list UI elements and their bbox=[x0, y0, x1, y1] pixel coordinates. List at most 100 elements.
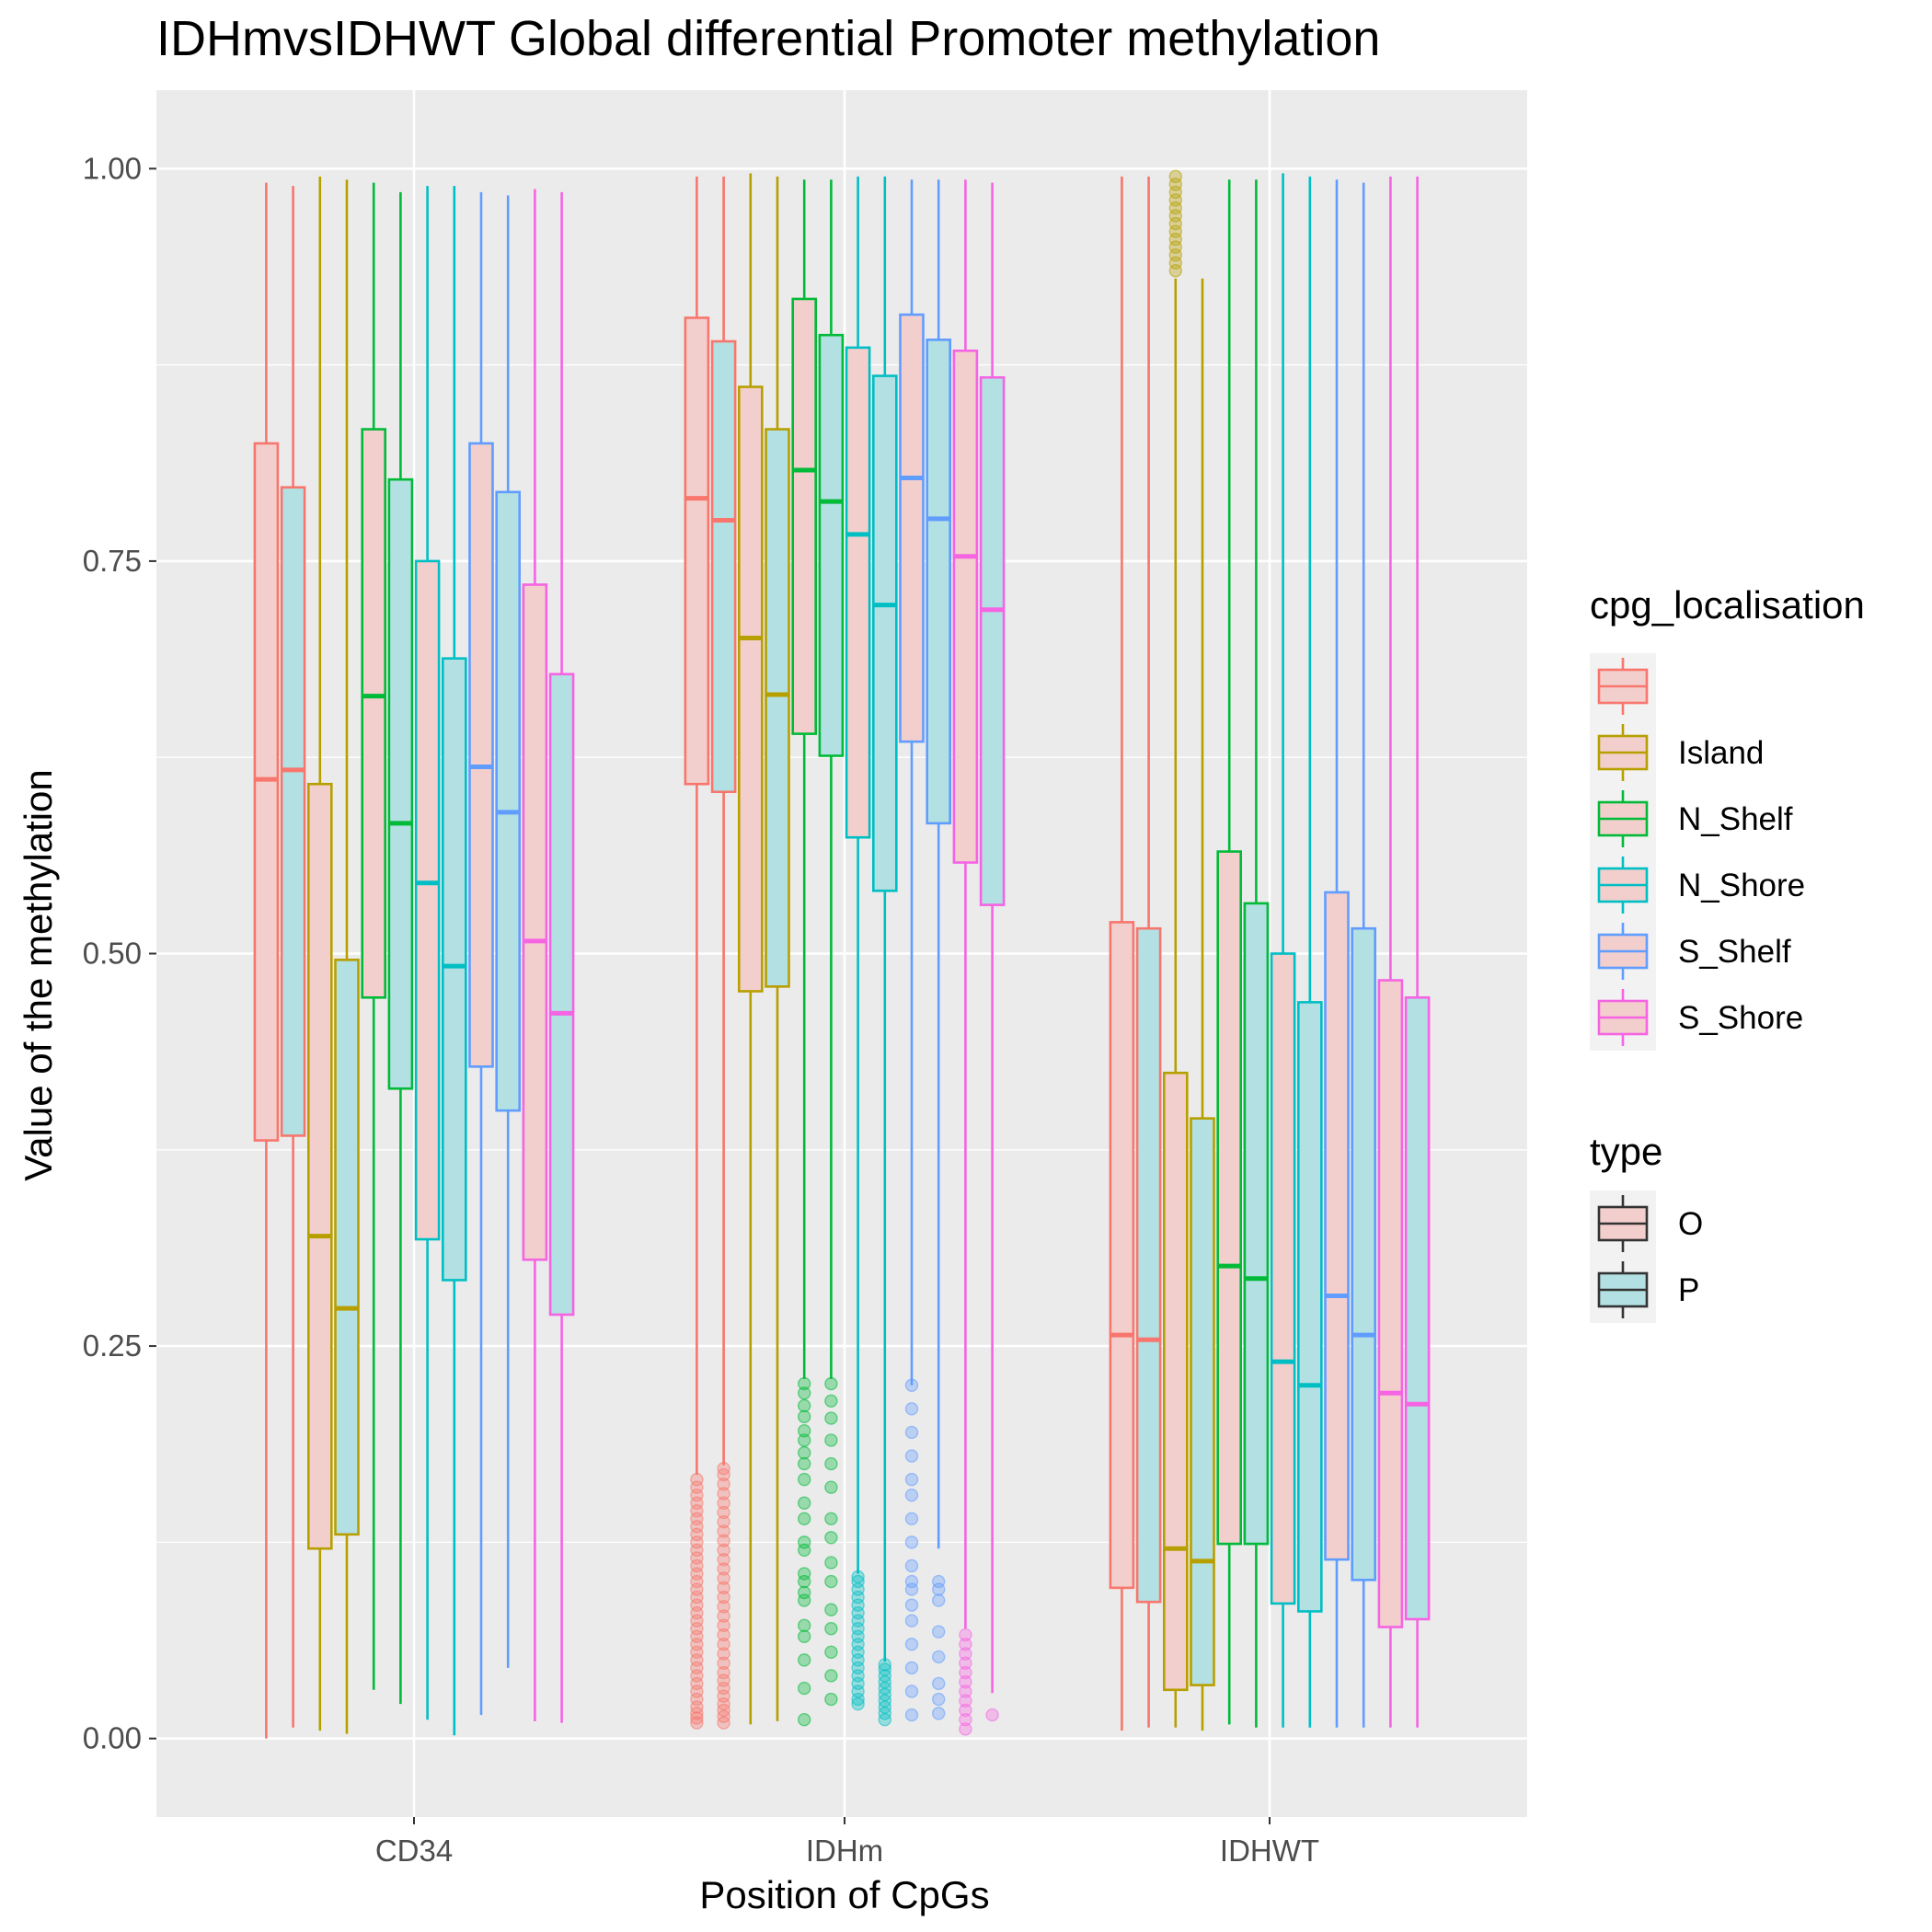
box-body bbox=[926, 339, 952, 825]
y-axis: 0.00 0.25 0.50 0.75 1.00 bbox=[83, 151, 156, 1755]
box-body bbox=[1270, 952, 1296, 1605]
outlier-point bbox=[959, 1685, 972, 1698]
outlier-point bbox=[798, 1472, 811, 1487]
box-IDHm-S_Shelf-O bbox=[899, 179, 925, 1386]
box-CD34-S_Shelf-P bbox=[495, 195, 522, 1668]
outlier-point bbox=[851, 1574, 865, 1589]
outlier-point bbox=[932, 1574, 946, 1589]
outlier-point bbox=[824, 1433, 838, 1447]
outlier-point bbox=[824, 1512, 838, 1525]
outlier-point bbox=[690, 1472, 704, 1487]
outlier-point bbox=[904, 1488, 919, 1502]
box-CD34-N_Shelf-O bbox=[361, 182, 387, 1690]
x-tick-label: IDHm bbox=[806, 1834, 883, 1868]
outlier-point bbox=[824, 1531, 838, 1545]
outlier-point bbox=[798, 1681, 811, 1696]
outlier-point bbox=[717, 1496, 730, 1510]
y-tick-label: 0.75 bbox=[83, 544, 142, 578]
outlier-point bbox=[717, 1581, 730, 1595]
outlier-point bbox=[878, 1658, 891, 1672]
box-IDHm-S_Shore-P bbox=[979, 182, 1006, 1694]
outlier-point bbox=[904, 1425, 919, 1440]
outlier-point bbox=[959, 1713, 972, 1727]
box-CD34-S_Shelf-O bbox=[468, 191, 494, 1716]
outlier-point bbox=[824, 1603, 838, 1616]
outlier-point bbox=[824, 1692, 838, 1707]
legend-title-type: type bbox=[1590, 1130, 1662, 1173]
box-body bbox=[522, 583, 548, 1261]
box-body bbox=[468, 442, 494, 1068]
outlier-point bbox=[851, 1570, 865, 1584]
box-IDHm-N_Shore-O bbox=[845, 176, 871, 1574]
x-axis-title: Position of CpGs bbox=[699, 1873, 989, 1916]
outlier-point bbox=[798, 1445, 811, 1460]
outlier-point bbox=[717, 1487, 730, 1501]
outlier-point bbox=[717, 1618, 730, 1633]
outlier-point bbox=[824, 1574, 838, 1589]
box-body bbox=[818, 333, 845, 757]
outlier-point bbox=[932, 1650, 946, 1664]
box-body bbox=[684, 316, 710, 786]
outlier-point bbox=[904, 1535, 919, 1549]
outlier-point bbox=[798, 1713, 811, 1727]
box-body bbox=[414, 559, 441, 1241]
y-tick-label: 0.50 bbox=[83, 937, 142, 971]
box-IDHWT-N_Shelf-P bbox=[1243, 179, 1270, 1728]
box-body bbox=[280, 486, 306, 1137]
box-CD34-S_Shore-O bbox=[522, 189, 548, 1721]
outlier-point bbox=[798, 1653, 811, 1667]
legend-key-N_Shore bbox=[1590, 852, 1656, 918]
box-IDHm-N_Shelf-O bbox=[791, 179, 818, 1379]
outlier-point bbox=[824, 1480, 838, 1494]
outlier-point bbox=[717, 1461, 730, 1476]
outlier-point bbox=[798, 1496, 811, 1510]
outlier-point bbox=[717, 1552, 730, 1567]
outlier-point bbox=[717, 1609, 730, 1623]
box-body bbox=[791, 297, 818, 735]
x-tick-label: CD34 bbox=[375, 1834, 453, 1868]
box-body bbox=[1377, 979, 1404, 1628]
box-CD34-N_Shelf-P bbox=[387, 191, 414, 1705]
legend: cpg_localisation Island N_Shelf N_Shore S_Sh… bbox=[1590, 583, 1865, 1323]
box-CD34-N_Shore-P bbox=[441, 186, 467, 1736]
legend-label-Island: Island bbox=[1678, 735, 1764, 771]
box-body bbox=[334, 959, 360, 1536]
outlier-point bbox=[824, 1622, 838, 1636]
box-IDHWT-none-O bbox=[1109, 176, 1135, 1731]
outlier-point bbox=[717, 1478, 730, 1491]
legend-label-S_Shore: S_Shore bbox=[1678, 1000, 1803, 1036]
box-body bbox=[710, 339, 737, 794]
box-body bbox=[548, 673, 575, 1317]
box-body bbox=[387, 477, 414, 1090]
outlier-point bbox=[717, 1524, 730, 1538]
outlier-point bbox=[717, 1647, 730, 1661]
legend-title-cpg-localisation: cpg_localisation bbox=[1590, 583, 1865, 627]
outlier-point bbox=[959, 1665, 972, 1680]
outlier-point bbox=[904, 1708, 919, 1722]
box-CD34-none-P bbox=[280, 186, 306, 1728]
box-body bbox=[979, 375, 1006, 906]
x-axis: CD34 IDHm IDHWT bbox=[375, 1817, 1319, 1868]
legend-label-N_Shore: N_Shore bbox=[1678, 868, 1805, 903]
y-axis-title: Value of the methylation bbox=[17, 769, 60, 1181]
box-IDHWT-none-P bbox=[1135, 176, 1162, 1728]
outlier-point bbox=[904, 1614, 919, 1627]
outlier-point bbox=[798, 1456, 811, 1471]
y-tick-label: 0.25 bbox=[83, 1328, 142, 1363]
box-CD34-none-O bbox=[253, 182, 280, 1739]
outlier-point bbox=[717, 1590, 730, 1604]
box-IDHWT-N_Shelf-O bbox=[1216, 179, 1242, 1725]
outlier-point bbox=[932, 1707, 946, 1720]
box-IDHm-N_Shelf-P bbox=[818, 179, 845, 1379]
legend-key-type-P bbox=[1590, 1257, 1656, 1323]
outlier-point bbox=[959, 1647, 972, 1661]
outlier-point bbox=[904, 1574, 919, 1589]
outlier-point bbox=[717, 1665, 730, 1680]
legend-label-type-O: O bbox=[1678, 1206, 1703, 1242]
outlier-point bbox=[959, 1638, 972, 1651]
boxplot-series bbox=[253, 173, 1431, 1739]
outlier-point bbox=[932, 1676, 946, 1691]
outlier-point bbox=[798, 1618, 811, 1633]
box-IDHm-N_Shore-P bbox=[871, 176, 898, 1662]
